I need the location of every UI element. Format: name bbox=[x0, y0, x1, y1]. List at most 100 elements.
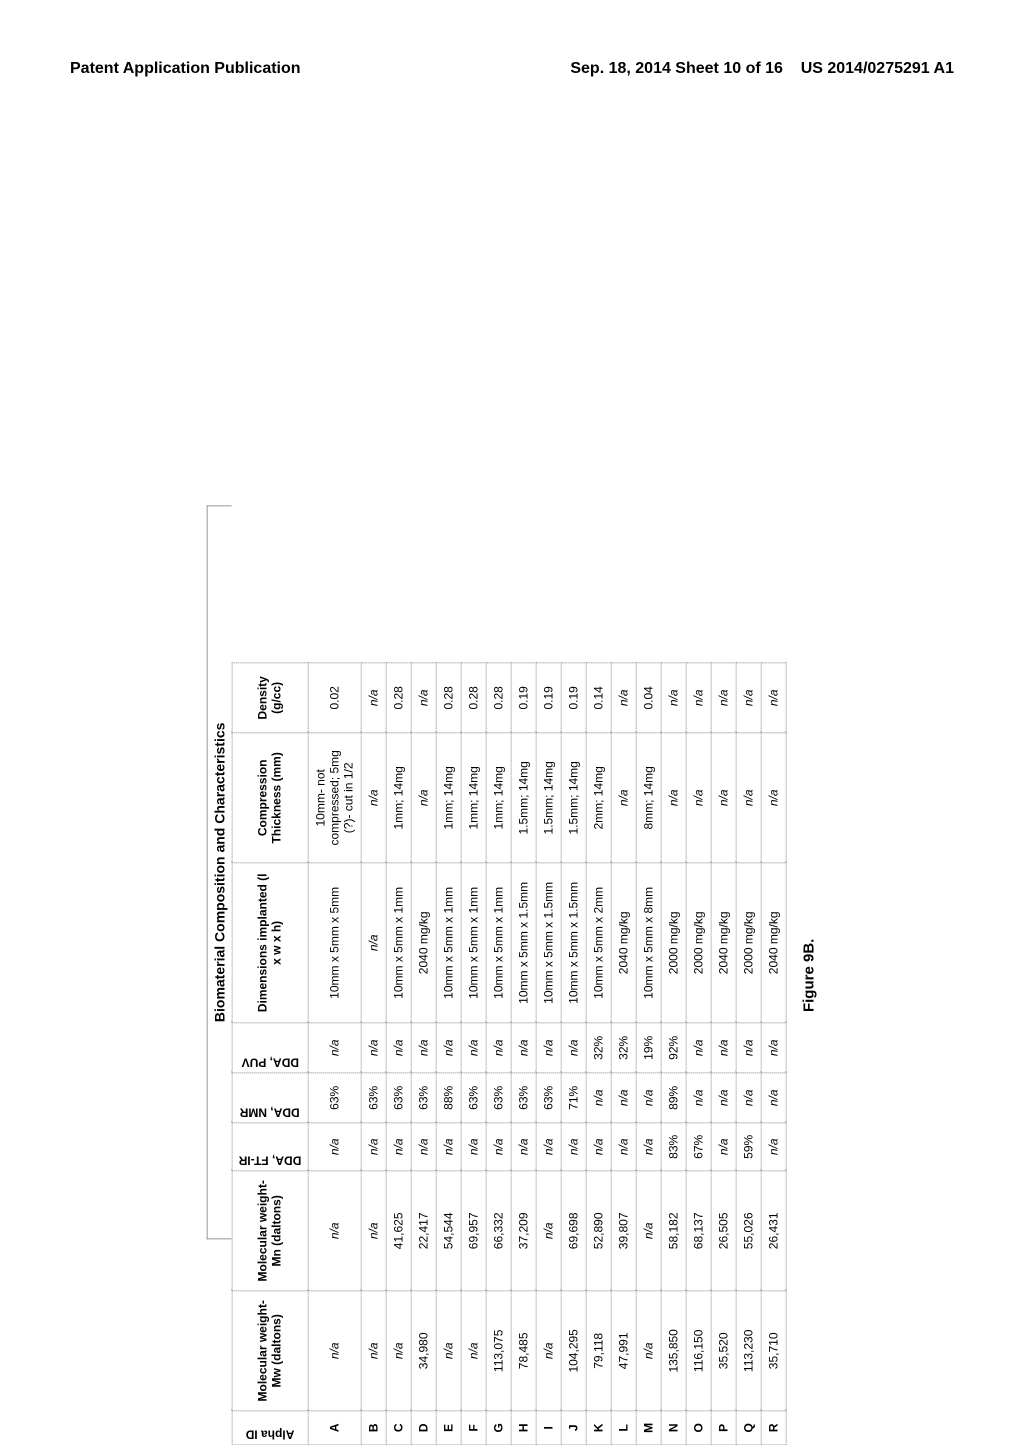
col-dens-header: Density (g/cc) bbox=[232, 663, 308, 733]
table-row: In/an/an/a63%n/a10mm x 5mm x 1.5mm1.5mm;… bbox=[536, 663, 561, 1445]
cell-dim: 2040 mg/kg bbox=[411, 863, 436, 1023]
cell-mn: 41,625 bbox=[386, 1171, 411, 1291]
cell-dim: 10mm x 5mm x 1mm bbox=[386, 863, 411, 1023]
table-body: An/an/an/a63%n/a10mm x 5mm x 5mm10mm- no… bbox=[308, 663, 786, 1445]
cell-dim: 10mm x 5mm x 1mm bbox=[436, 863, 461, 1023]
cell-nmr: n/a bbox=[636, 1073, 661, 1123]
cell-mn: n/a bbox=[308, 1171, 361, 1291]
cell-mn: n/a bbox=[636, 1171, 661, 1291]
cell-dens: 0.19 bbox=[561, 663, 586, 733]
table-row: Mn/an/an/an/a19%10mm x 5mm x 8mm8mm; 14m… bbox=[636, 663, 661, 1445]
cell-comp: 1.5mm; 14mg bbox=[536, 733, 561, 863]
cell-dim: 10mm x 5mm x 1.5mm bbox=[536, 863, 561, 1023]
cell-alpha: I bbox=[536, 1411, 561, 1445]
cell-nmr: 63% bbox=[361, 1073, 386, 1123]
cell-mw: 34,980 bbox=[411, 1291, 436, 1411]
cell-nmr: 63% bbox=[411, 1073, 436, 1123]
cell-nmr: 63% bbox=[511, 1073, 536, 1123]
cell-mw: n/a bbox=[436, 1291, 461, 1411]
cell-comp: 1mm; 14mg bbox=[486, 733, 511, 863]
cell-ftir: n/a bbox=[511, 1123, 536, 1171]
cell-ftir: n/a bbox=[636, 1123, 661, 1171]
cell-ftir: 59% bbox=[736, 1123, 761, 1171]
cell-comp: n/a bbox=[661, 733, 686, 863]
cell-nmr: 63% bbox=[486, 1073, 511, 1123]
cell-mw: 104,295 bbox=[561, 1291, 586, 1411]
cell-nmr: 63% bbox=[461, 1073, 486, 1123]
cell-comp: n/a bbox=[761, 733, 786, 863]
cell-nmr: n/a bbox=[736, 1073, 761, 1123]
cell-nmr: n/a bbox=[611, 1073, 636, 1123]
header-right-line2: US 2014/0275291 A1 bbox=[801, 60, 954, 77]
cell-alpha: J bbox=[561, 1411, 586, 1445]
cell-nmr: 63% bbox=[386, 1073, 411, 1123]
table-row: D34,98022,417n/a63%n/a2040 mg/kgn/an/a bbox=[411, 663, 436, 1445]
cell-puv: n/a bbox=[761, 1023, 786, 1073]
table-row: En/a54,544n/a88%n/a10mm x 5mm x 1mm1mm; … bbox=[436, 663, 461, 1445]
cell-alpha: E bbox=[436, 1411, 461, 1445]
cell-puv: 19% bbox=[636, 1023, 661, 1073]
cell-comp: 1mm; 14mg bbox=[461, 733, 486, 863]
cell-ftir: n/a bbox=[486, 1123, 511, 1171]
cell-alpha: B bbox=[361, 1411, 386, 1445]
cell-dens: n/a bbox=[611, 663, 636, 733]
table-header-row: Alpha ID Molecular weight- Mw (daltons) … bbox=[232, 663, 308, 1445]
cell-mn: 69,698 bbox=[561, 1171, 586, 1291]
cell-mn: 58,182 bbox=[661, 1171, 686, 1291]
cell-ftir: n/a bbox=[386, 1123, 411, 1171]
table-row: K79,11852,890n/an/a32%10mm x 5mm x 2mm2m… bbox=[586, 663, 611, 1445]
cell-ftir: n/a bbox=[361, 1123, 386, 1171]
cell-alpha: L bbox=[611, 1411, 636, 1445]
cell-comp: 2mm; 14mg bbox=[586, 733, 611, 863]
cell-mn: n/a bbox=[536, 1171, 561, 1291]
cell-nmr: 71% bbox=[561, 1073, 586, 1123]
cell-dens: 0.19 bbox=[511, 663, 536, 733]
cell-puv: n/a bbox=[711, 1023, 736, 1073]
cell-ftir: n/a bbox=[461, 1123, 486, 1171]
cell-alpha: O bbox=[686, 1411, 711, 1445]
cell-puv: n/a bbox=[461, 1023, 486, 1073]
cell-dens: 0.14 bbox=[586, 663, 611, 733]
header-left: Patent Application Publication bbox=[70, 60, 301, 78]
cell-ftir: n/a bbox=[761, 1123, 786, 1171]
cell-comp: n/a bbox=[711, 733, 736, 863]
cell-puv: 32% bbox=[611, 1023, 636, 1073]
cell-dim: 2040 mg/kg bbox=[761, 863, 786, 1023]
cell-alpha: F bbox=[461, 1411, 486, 1445]
cell-dens: n/a bbox=[661, 663, 686, 733]
cell-dim: 10mm x 5mm x 5mm bbox=[308, 863, 361, 1023]
cell-dens: 0.28 bbox=[486, 663, 511, 733]
table-row: N135,85058,18283%89%92%2000 mg/kgn/an/a bbox=[661, 663, 686, 1445]
cell-comp: n/a bbox=[686, 733, 711, 863]
cell-comp: 1mm; 14mg bbox=[436, 733, 461, 863]
cell-alpha: M bbox=[636, 1411, 661, 1445]
cell-mn: n/a bbox=[361, 1171, 386, 1291]
cell-ftir: 67% bbox=[686, 1123, 711, 1171]
cell-dim: 10mm x 5mm x 8mm bbox=[636, 863, 661, 1023]
cell-puv: n/a bbox=[436, 1023, 461, 1073]
table-title: Biomaterial Composition and Characterist… bbox=[207, 505, 232, 1239]
cell-dens: 0.28 bbox=[436, 663, 461, 733]
table-row: G113,07566,332n/a63%n/a10mm x 5mm x 1mm1… bbox=[486, 663, 511, 1445]
cell-mw: 79,118 bbox=[586, 1291, 611, 1411]
col-dim-header: Dimensions implanted (l x w x h) bbox=[232, 863, 308, 1023]
cell-mn: 55,026 bbox=[736, 1171, 761, 1291]
figure-label: Figure 9B. bbox=[800, 505, 817, 1445]
cell-mw: 47,991 bbox=[611, 1291, 636, 1411]
table-row: O116,15068,13767%n/an/a2000 mg/kgn/an/a bbox=[686, 663, 711, 1445]
table-rotated-wrap: Biomaterial Composition and Characterist… bbox=[207, 505, 818, 1445]
cell-mw: 35,520 bbox=[711, 1291, 736, 1411]
cell-dim: 2000 mg/kg bbox=[736, 863, 761, 1023]
cell-puv: n/a bbox=[736, 1023, 761, 1073]
cell-dens: 0.04 bbox=[636, 663, 661, 733]
cell-mn: 22,417 bbox=[411, 1171, 436, 1291]
cell-dim: n/a bbox=[361, 863, 386, 1023]
cell-puv: n/a bbox=[411, 1023, 436, 1073]
cell-nmr: n/a bbox=[686, 1073, 711, 1123]
cell-comp: 1.5mm; 14mg bbox=[511, 733, 536, 863]
cell-mw: 113,230 bbox=[736, 1291, 761, 1411]
header-right: Sep. 18, 2014 Sheet 10 of 16 US 2014/027… bbox=[570, 60, 954, 78]
cell-nmr: n/a bbox=[711, 1073, 736, 1123]
cell-nmr: 89% bbox=[661, 1073, 686, 1123]
cell-dim: 2000 mg/kg bbox=[661, 863, 686, 1023]
